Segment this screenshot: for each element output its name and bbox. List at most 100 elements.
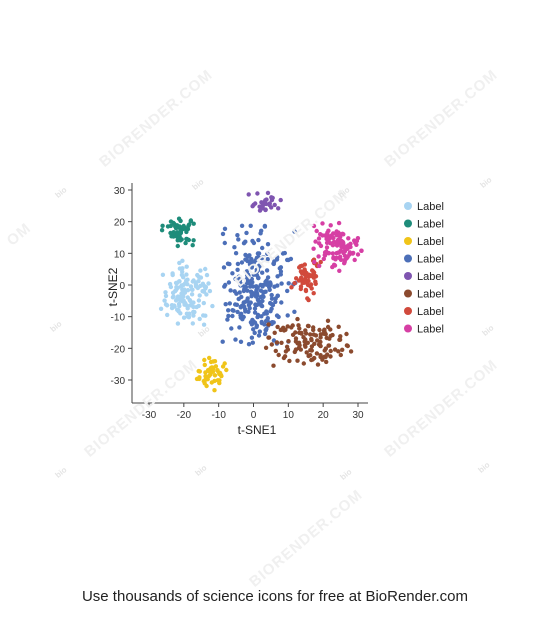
data-point — [220, 231, 226, 237]
data-point — [256, 333, 262, 338]
data-point — [298, 347, 303, 352]
data-point — [252, 306, 258, 311]
data-point — [251, 272, 256, 277]
data-point — [263, 327, 268, 333]
data-point — [313, 281, 318, 286]
data-point — [260, 270, 265, 275]
data-point — [287, 358, 292, 364]
data-point — [198, 268, 203, 273]
data-point — [318, 259, 323, 265]
data-point — [235, 261, 241, 267]
data-point — [177, 234, 182, 239]
data-point — [282, 250, 287, 256]
data-point — [306, 353, 311, 359]
data-point — [320, 221, 325, 226]
data-point — [292, 309, 297, 314]
data-point — [186, 222, 192, 227]
data-point — [197, 369, 202, 374]
data-point — [180, 258, 185, 263]
data-point — [307, 273, 312, 279]
data-point — [334, 255, 339, 260]
data-point — [194, 304, 199, 310]
data-point — [256, 275, 261, 281]
data-point — [318, 353, 323, 358]
data-point — [326, 343, 332, 348]
data-point — [303, 328, 308, 333]
data-point — [248, 263, 254, 268]
data-point — [175, 230, 180, 235]
data-point — [265, 275, 271, 280]
data-point — [202, 362, 207, 368]
legend-marker — [404, 219, 412, 228]
data-point — [344, 331, 349, 337]
data-point — [253, 292, 259, 298]
data-point — [237, 290, 242, 295]
data-point — [177, 279, 182, 284]
data-point — [267, 202, 272, 208]
data-point — [253, 258, 258, 263]
x-tick-label: 30 — [352, 410, 364, 421]
data-point — [185, 282, 190, 287]
data-point — [255, 251, 261, 256]
data-point — [222, 226, 228, 231]
data-point — [309, 348, 314, 353]
y-tick-label: 30 — [114, 186, 126, 197]
data-point — [267, 287, 272, 292]
chart-points — [158, 190, 364, 393]
data-point — [351, 250, 356, 256]
data-point — [303, 344, 308, 349]
data-point — [183, 240, 188, 246]
data-point — [202, 381, 207, 386]
data-point — [265, 190, 271, 196]
data-point — [290, 332, 296, 337]
data-point — [193, 284, 199, 289]
data-point — [272, 202, 277, 208]
data-point — [170, 290, 176, 295]
data-point — [276, 352, 281, 358]
data-point — [176, 301, 182, 307]
data-point — [245, 298, 250, 303]
data-point — [207, 288, 213, 294]
data-point — [252, 330, 257, 336]
data-point — [328, 223, 333, 228]
y-tick-label: 20 — [114, 218, 126, 229]
data-point — [298, 284, 304, 289]
data-point — [301, 361, 306, 366]
data-point — [294, 276, 299, 281]
y-tick-label: 0 — [119, 281, 125, 292]
data-point — [275, 283, 280, 288]
data-point — [235, 267, 240, 272]
data-point — [328, 354, 333, 359]
data-point — [273, 299, 278, 305]
data-point — [180, 266, 185, 271]
data-point — [212, 388, 217, 393]
x-axis-label: t-SNE1 — [238, 423, 277, 437]
data-point — [181, 315, 187, 320]
data-point — [288, 256, 294, 262]
data-point — [198, 275, 204, 280]
data-point — [238, 315, 243, 320]
data-point — [275, 255, 280, 260]
data-point — [163, 302, 169, 307]
data-point — [286, 339, 291, 344]
data-point — [330, 251, 335, 256]
data-point — [320, 233, 325, 238]
data-point — [275, 274, 280, 279]
data-point — [331, 262, 337, 267]
legend-marker — [404, 307, 412, 315]
data-point — [244, 230, 249, 236]
data-point — [244, 269, 250, 274]
data-point — [299, 275, 304, 280]
data-point — [168, 223, 173, 229]
data-point — [304, 350, 309, 355]
data-point — [263, 198, 268, 203]
data-point — [323, 332, 328, 337]
data-point — [322, 327, 327, 332]
data-point — [262, 224, 268, 229]
data-point — [243, 252, 248, 258]
data-point — [191, 313, 196, 318]
data-point — [312, 259, 317, 265]
data-point — [281, 355, 287, 361]
data-point — [299, 330, 304, 336]
data-point — [237, 280, 243, 285]
